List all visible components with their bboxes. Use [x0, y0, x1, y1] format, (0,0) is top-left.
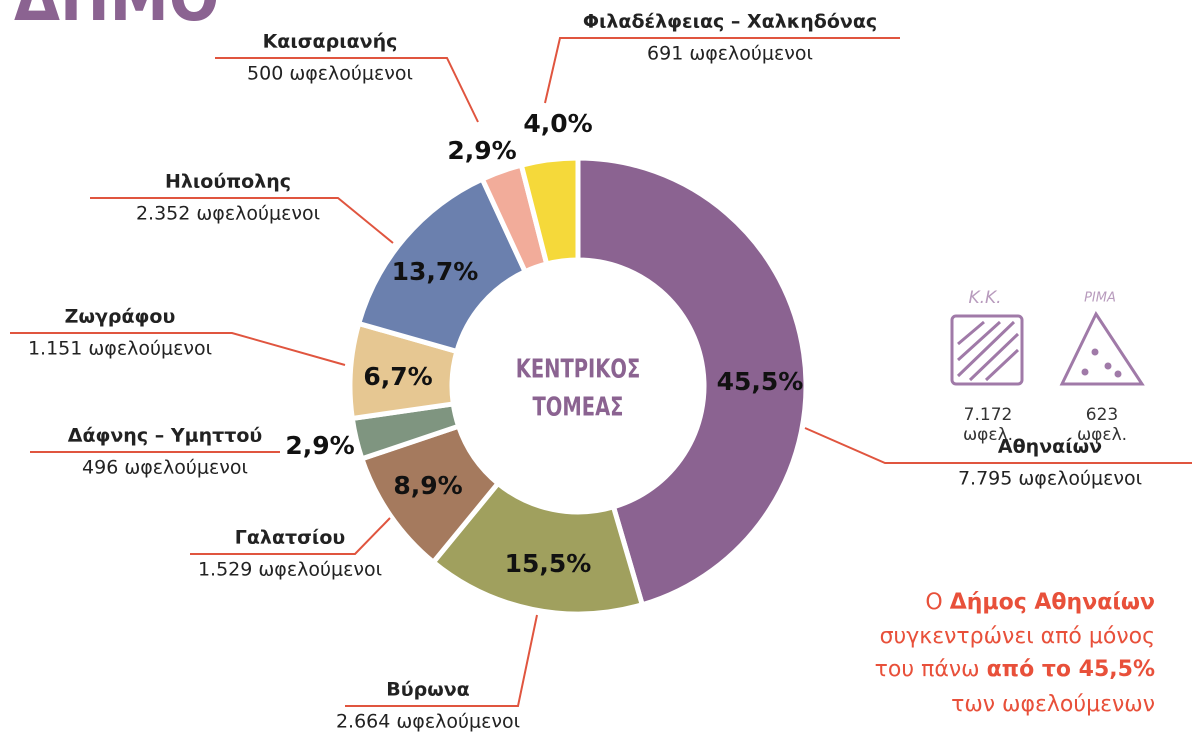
icon-rima — [1059, 310, 1145, 386]
donut-segment — [575, 155, 809, 608]
beneficiaries-label: 1.151 ωφελούμενοι — [28, 338, 212, 360]
leader-line — [90, 197, 394, 244]
beneficiaries-label: 691 ωφελούμενοι — [647, 43, 813, 65]
category-label: Γαλατσίου — [235, 527, 345, 549]
leader-line — [190, 517, 391, 555]
leader-line — [215, 57, 479, 123]
stat-value: 623 — [1086, 405, 1118, 425]
leader-line — [345, 614, 538, 707]
callout-text: Ο — [925, 590, 949, 615]
center-label: ΚΕΝΤΡΙΚΟΣ — [516, 355, 641, 384]
chart-title: ΔΗΜΟ — [14, 0, 219, 36]
category-label: Αθηναίων — [998, 436, 1102, 458]
icon-code: ΡΙΜΑ — [1084, 291, 1116, 306]
percent-label: 13,7% — [392, 257, 479, 286]
percent-label: 8,9% — [393, 471, 462, 500]
callout-text: του πάνω — [875, 657, 987, 682]
percent-label: 15,5% — [505, 549, 592, 578]
percent-label: 4,0% — [523, 109, 592, 138]
callout: Ο Δήμος Αθηναίων — [925, 590, 1155, 615]
percent-label: 2,9% — [285, 431, 354, 460]
percent-label: 45,5% — [717, 367, 804, 396]
callout-bold: Δήμος Αθηναίων — [950, 590, 1155, 615]
category-label: Βύρωνα — [386, 679, 469, 701]
beneficiaries-label: 1.529 ωφελούμενοι — [198, 559, 382, 581]
leader-line — [544, 37, 900, 104]
beneficiaries-label: 2.664 ωφελούμενοι — [336, 711, 520, 733]
category-label: Φιλαδέλφειας – Χαλκηδόνας — [583, 11, 877, 33]
category-label: Ηλιούπολης — [165, 171, 291, 193]
stat-unit: ωφελ. — [1077, 425, 1127, 445]
callout-text: των ωφελούμενων — [951, 692, 1155, 717]
callout-text: συγκεντρώνει από μόνος — [880, 624, 1155, 649]
leader-line — [10, 332, 346, 366]
category-label: Καισαριανής — [263, 31, 398, 53]
stat-value: 7.172 — [964, 405, 1013, 425]
callout-bold: από το 45,5% — [987, 657, 1155, 682]
category-label: Δάφνης – Υμηττού — [68, 425, 262, 447]
beneficiaries-label: 2.352 ωφελούμενοι — [136, 203, 320, 225]
callout: του πάνω από το 45,5% — [875, 657, 1155, 682]
beneficiaries-label: 496 ωφελούμενοι — [82, 457, 248, 479]
percent-label: 6,7% — [363, 362, 432, 391]
percent-label: 2,9% — [447, 136, 516, 165]
beneficiaries-label: 7.795 ωφελούμενοι — [958, 468, 1142, 490]
category-label: Ζωγράφου — [65, 306, 176, 328]
beneficiaries-label: 500 ωφελούμενοι — [247, 63, 413, 85]
donut-segment — [518, 155, 581, 267]
leader-line — [804, 427, 1192, 464]
icon-code: Κ.Κ. — [968, 288, 1001, 308]
icon-kk — [950, 314, 1024, 386]
stat-unit: ωφελ. — [963, 425, 1013, 445]
center-label: ΤΟΜΕΑΣ — [533, 393, 624, 422]
